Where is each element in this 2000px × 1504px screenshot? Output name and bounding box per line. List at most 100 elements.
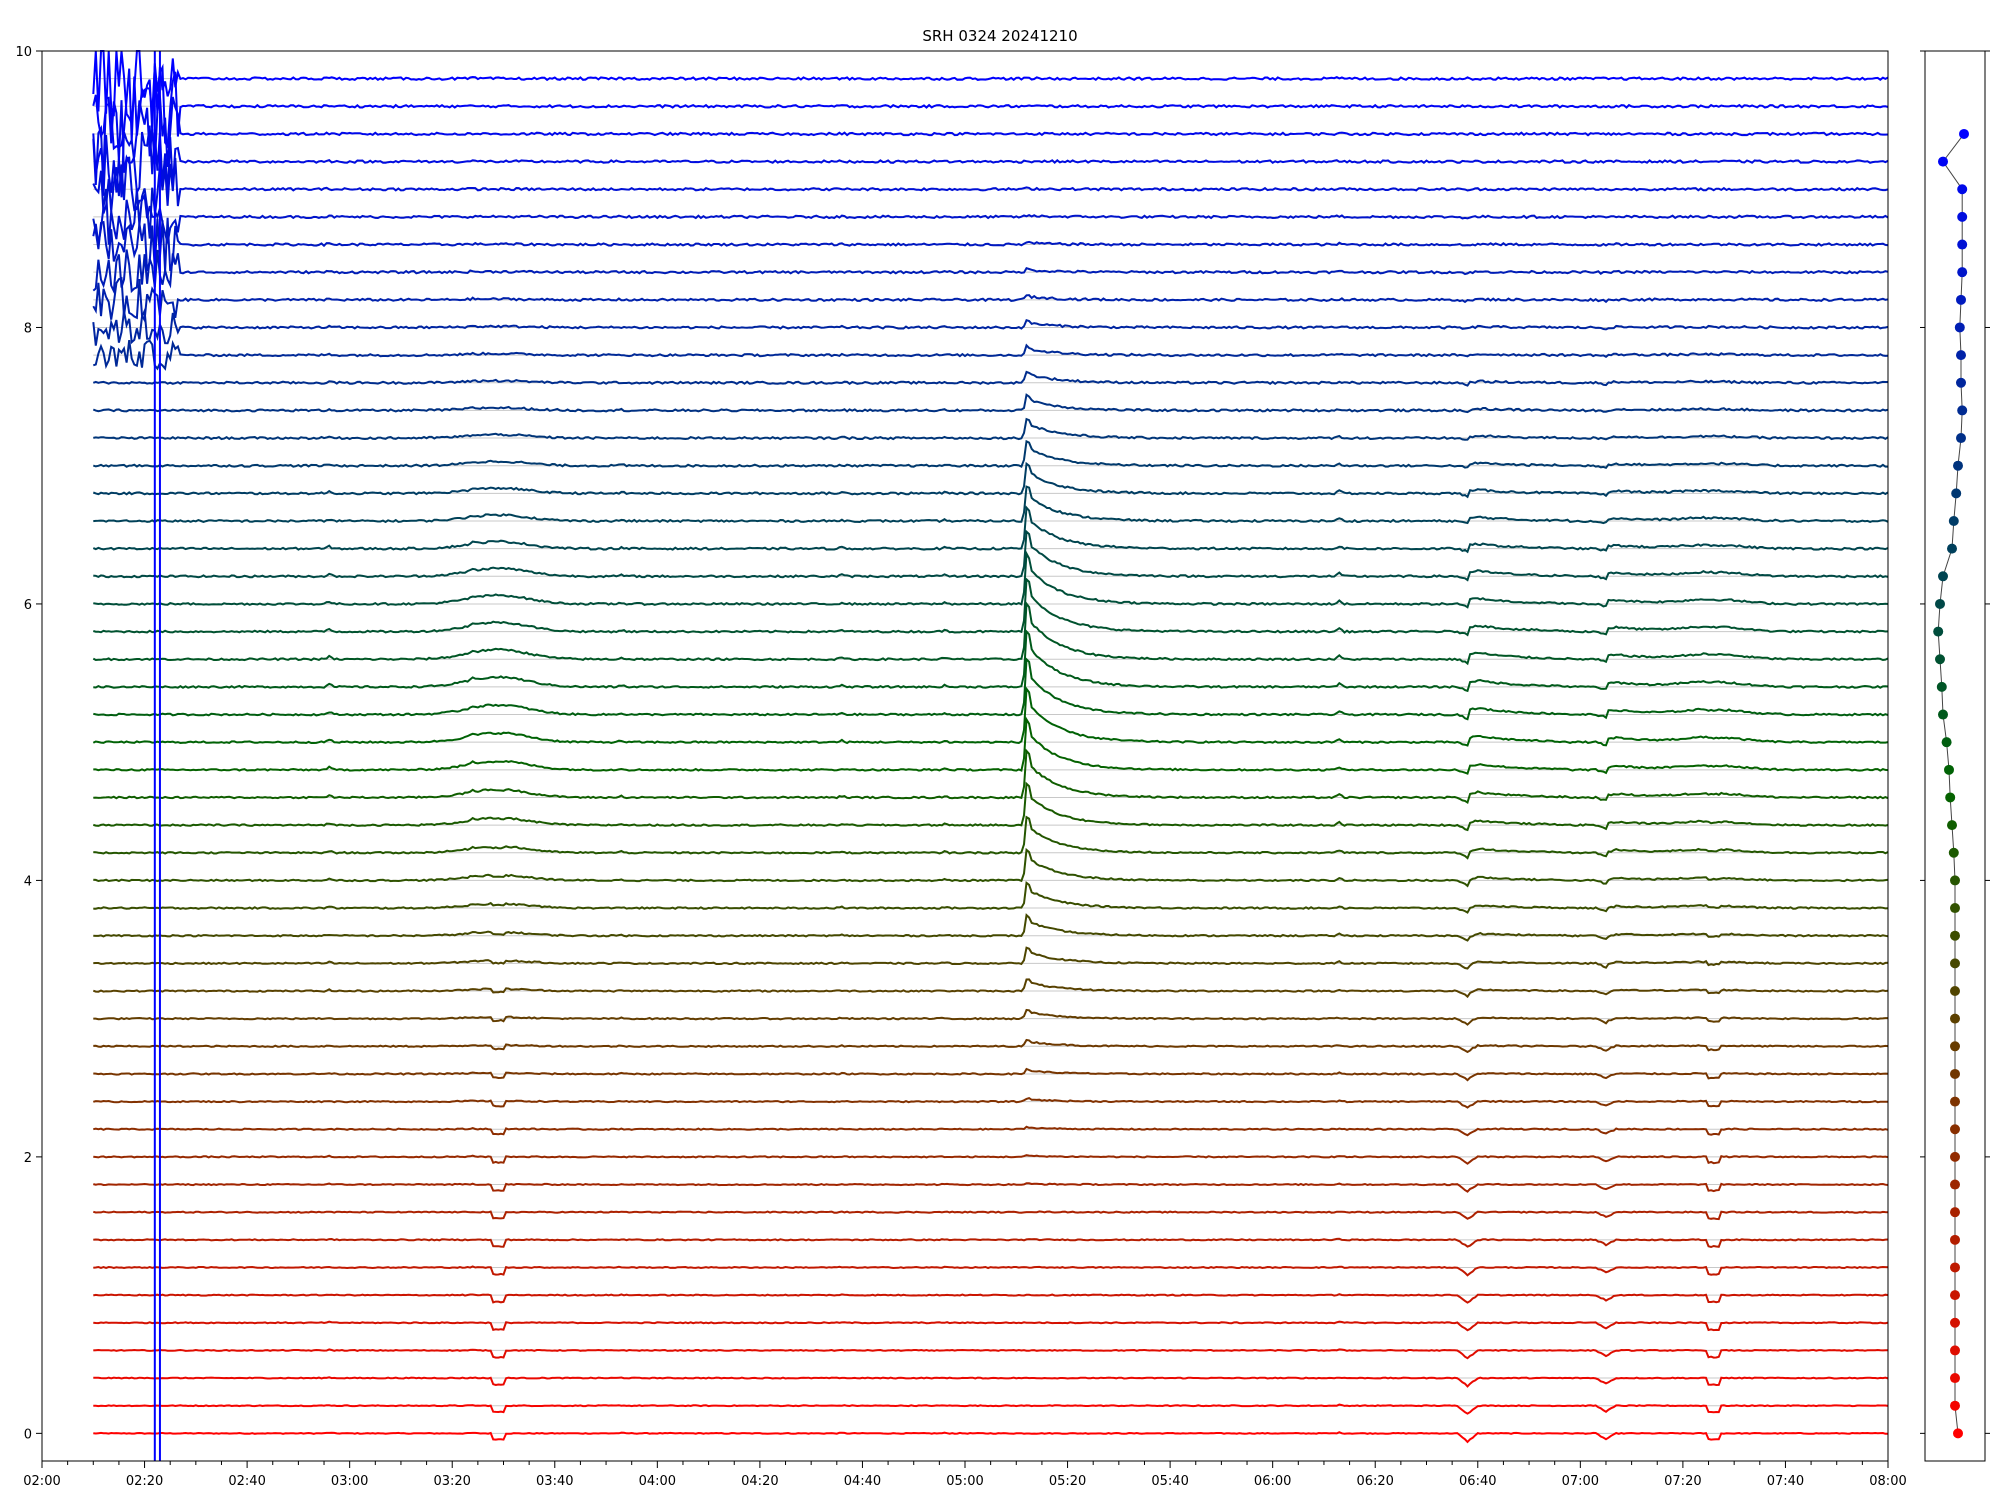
x-tick-label: 05:40: [1151, 1474, 1188, 1489]
series-line: [93, 1265, 1889, 1277]
y-tick-label: 8: [24, 321, 32, 336]
series-line: [92, 95, 1889, 175]
side-point: [1935, 598, 1945, 609]
side-point: [1950, 1013, 1960, 1024]
side-point: [1950, 1068, 1960, 1079]
side-point: [1950, 1345, 1960, 1356]
series-line: [92, 505, 1889, 554]
x-tick-label: 08:00: [1869, 1474, 1906, 1489]
x-tick-label: 03:40: [536, 1474, 573, 1489]
side-point: [1957, 267, 1968, 278]
x-tick-label: 02:40: [228, 1474, 265, 1489]
side-point: [1957, 405, 1968, 416]
side-point: [1950, 986, 1960, 996]
series-line: [93, 1320, 1889, 1332]
series-line: [93, 1125, 1889, 1137]
series-line: [93, 716, 1889, 775]
series-line: [93, 577, 1889, 637]
series-line: [92, 461, 1889, 499]
series-line: [93, 1097, 1888, 1109]
grid-layer: [93, 78, 1888, 1434]
series-line: [92, 686, 1889, 747]
series-line: [92, 50, 1889, 127]
marker-layer: [153, 51, 161, 1461]
x-tick-label: 06:40: [1459, 1474, 1496, 1489]
series-layer: [92, 50, 1889, 1444]
series-line: [92, 249, 1889, 295]
x-tick-label: 04:00: [639, 1474, 676, 1489]
x-tick-label: 06:00: [1254, 1474, 1291, 1489]
series-line: [92, 217, 1889, 272]
series-line: [93, 417, 1889, 441]
x-tick-label: 03:20: [433, 1474, 470, 1489]
side-point: [1933, 626, 1944, 637]
x-axis: 02:00 02:20 02:40 03:00 03:20 03:40 04:00 04:20…: [23, 1461, 1907, 1489]
x-tick-label: 04:40: [844, 1474, 881, 1489]
series-line: [93, 1431, 1888, 1444]
x-tick-label: 05:20: [1049, 1474, 1086, 1489]
x-tick-label: 05:00: [946, 1474, 983, 1489]
side-point: [1956, 294, 1966, 305]
series-line: [93, 529, 1889, 582]
series-line: [93, 549, 1889, 609]
series-line: [92, 393, 1889, 414]
side-point: [1957, 211, 1968, 222]
side-point: [1950, 958, 1960, 969]
side-point: [1957, 239, 1968, 250]
side-point: [1945, 792, 1956, 803]
y-axis: 0 2 4 6 8 10: [15, 45, 42, 1442]
series-line: [92, 370, 1888, 387]
side-point: [1950, 875, 1960, 886]
x-tick-label: 04:20: [741, 1474, 778, 1489]
side-point: [1947, 543, 1957, 554]
side-point: [1950, 1373, 1960, 1384]
side-point: [1959, 128, 1969, 139]
series-line: [93, 748, 1889, 805]
side-point: [1950, 1290, 1960, 1301]
main-plot-frame: [41, 50, 1889, 1462]
side-point: [1941, 737, 1952, 748]
side-point: [1936, 681, 1947, 692]
side-point: [1950, 1151, 1960, 1162]
x-tick-label: 03:00: [331, 1474, 368, 1489]
series-line: [92, 187, 1889, 245]
y-tick-label: 4: [24, 874, 32, 889]
series-line: [92, 601, 1889, 666]
side-point: [1956, 377, 1966, 388]
side-point: [1950, 1096, 1960, 1107]
series-line: [93, 815, 1889, 860]
side-point: [1944, 764, 1954, 775]
series-line: [93, 485, 1889, 525]
series-line: [92, 439, 1888, 469]
series-line: [93, 1182, 1889, 1193]
side-point: [1950, 1400, 1960, 1411]
side-point: [1950, 1317, 1960, 1328]
series-line: [92, 339, 1889, 371]
side-point: [1953, 460, 1963, 471]
x-tick-label: 02:00: [23, 1474, 60, 1489]
series-line: [93, 946, 1889, 970]
y-tick-label: 6: [24, 598, 32, 613]
series-line: [93, 1403, 1889, 1415]
y-tick-label: 10: [15, 45, 32, 60]
series-line: [92, 124, 1889, 198]
series-line: [93, 1067, 1889, 1082]
side-point: [1953, 1428, 1963, 1439]
side-point: [1935, 654, 1945, 665]
side-panel: [1920, 50, 1990, 1439]
x-tick-label: 07:20: [1664, 1474, 1701, 1489]
series-line: [92, 156, 1889, 219]
side-point: [1947, 820, 1957, 831]
side-point: [1950, 1207, 1960, 1218]
series-line: [92, 978, 1889, 999]
side-point: [1938, 709, 1948, 720]
series-line: [92, 63, 1889, 151]
side-point: [1951, 488, 1962, 499]
series-line: [93, 1008, 1888, 1026]
x-tick-label: 06:20: [1356, 1474, 1393, 1489]
x-tick-label: 07:40: [1767, 1474, 1804, 1489]
series-line: [93, 1293, 1889, 1304]
series-line: [93, 1038, 1889, 1054]
x-tick-label: 02:20: [126, 1474, 163, 1489]
